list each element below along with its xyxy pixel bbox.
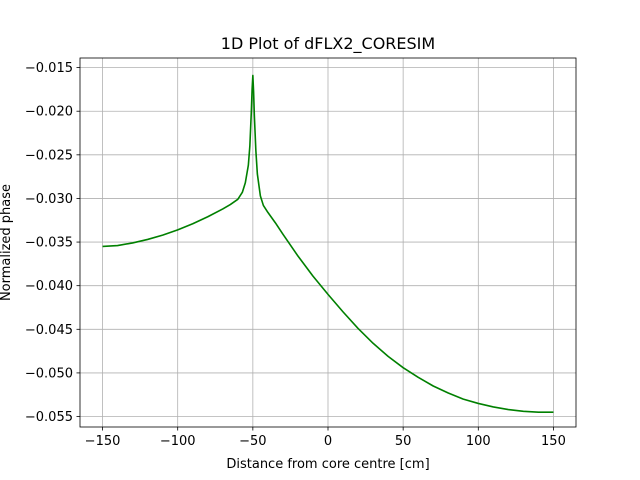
x-tick-label: −50 xyxy=(239,434,266,449)
x-tick-label: 100 xyxy=(466,434,491,449)
grid xyxy=(80,58,576,427)
plot-lines xyxy=(102,74,554,413)
y-tick-label: −0.050 xyxy=(25,366,73,381)
y-tick-label: −0.040 xyxy=(25,279,73,294)
y-axis-ticks: −0.055 −0.050 −0.045 −0.040 −0.035 −0.030 −0.0… xyxy=(25,61,80,425)
y-tick-label: −0.030 xyxy=(25,192,73,207)
chart-title: 1D Plot of dFLX2_CORESIM xyxy=(221,34,435,54)
x-tick-label: −100 xyxy=(160,434,196,449)
x-tick-label: 150 xyxy=(541,434,566,449)
x-axis-title: Distance from core centre [cm] xyxy=(226,457,429,472)
y-tick-label: −0.035 xyxy=(25,236,73,251)
y-tick-label: −0.055 xyxy=(25,410,73,425)
x-tick-label: 50 xyxy=(395,434,412,449)
y-tick-label: −0.015 xyxy=(25,61,73,76)
series-line xyxy=(102,74,554,413)
x-tick-label: 0 xyxy=(324,434,332,449)
y-tick-label: −0.025 xyxy=(25,148,73,163)
x-axis-ticks: −150 −100 −50 0 50 100 150 xyxy=(85,427,566,449)
y-tick-label: −0.045 xyxy=(25,323,73,338)
x-tick-label: −150 xyxy=(85,434,121,449)
y-axis-title: Normalized phase xyxy=(0,184,14,301)
y-tick-label: −0.020 xyxy=(25,105,73,120)
